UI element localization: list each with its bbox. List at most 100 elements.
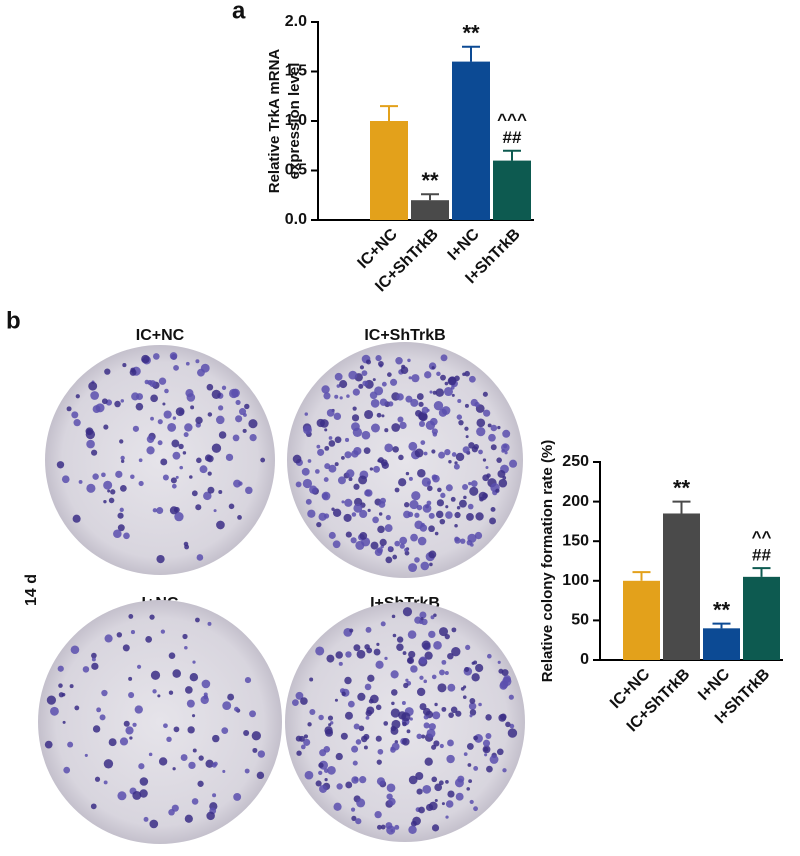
colony xyxy=(71,411,79,419)
colony xyxy=(327,715,334,721)
colony xyxy=(473,735,478,741)
colony xyxy=(428,550,437,559)
colony xyxy=(125,726,134,735)
colony xyxy=(46,695,57,705)
colony xyxy=(292,699,299,706)
bar xyxy=(663,513,700,660)
colony xyxy=(431,428,438,435)
colony xyxy=(471,661,475,665)
colony xyxy=(196,554,204,561)
colony xyxy=(445,780,449,784)
colony xyxy=(251,731,261,741)
error-bar xyxy=(462,45,480,62)
colony xyxy=(392,446,399,453)
colony xyxy=(447,739,454,747)
colony xyxy=(243,729,250,736)
colony xyxy=(242,428,247,433)
colony xyxy=(183,432,189,438)
colony xyxy=(203,491,212,501)
colony xyxy=(448,460,452,464)
colony xyxy=(180,754,188,762)
colony xyxy=(498,478,508,488)
colony xyxy=(418,420,426,427)
colony xyxy=(430,615,435,620)
colony xyxy=(416,733,422,740)
colony xyxy=(78,479,83,484)
colony xyxy=(359,365,365,370)
colony xyxy=(110,489,116,495)
colony xyxy=(304,770,314,780)
colony xyxy=(439,518,446,525)
colony xyxy=(399,536,408,545)
colony xyxy=(390,708,401,718)
colony xyxy=(91,662,99,670)
colony xyxy=(364,683,372,691)
colony xyxy=(454,523,458,528)
colony xyxy=(172,767,176,771)
colony xyxy=(335,651,343,659)
colony xyxy=(123,720,130,727)
colony xyxy=(96,707,102,713)
colony xyxy=(44,740,53,749)
annotation: ** xyxy=(462,21,480,46)
colony xyxy=(457,399,462,404)
colony xyxy=(245,486,253,495)
colony xyxy=(380,824,386,830)
colony xyxy=(303,734,309,739)
colony xyxy=(173,364,179,371)
colony xyxy=(429,390,433,394)
colony xyxy=(357,692,366,701)
colony xyxy=(421,640,431,650)
colony xyxy=(388,401,394,407)
colony xyxy=(445,800,454,808)
colony xyxy=(467,503,474,510)
colony xyxy=(158,757,168,766)
colony xyxy=(335,752,343,761)
colony xyxy=(434,702,438,707)
colony xyxy=(84,753,88,757)
colony xyxy=(479,496,484,502)
colony xyxy=(392,633,397,638)
colony xyxy=(456,414,463,420)
colony xyxy=(409,500,419,510)
colony xyxy=(99,714,106,721)
colony xyxy=(447,683,456,692)
colony xyxy=(408,775,418,785)
colony xyxy=(418,401,424,407)
colony xyxy=(384,443,394,453)
colony xyxy=(128,692,135,699)
colony xyxy=(184,814,193,823)
colony xyxy=(305,498,312,505)
colony xyxy=(321,491,331,501)
colony xyxy=(128,676,133,681)
colony xyxy=(197,368,205,377)
colony xyxy=(338,661,343,666)
colony xyxy=(439,743,444,749)
colony xyxy=(478,449,483,455)
colony xyxy=(91,657,96,662)
colony xyxy=(421,406,429,414)
colony xyxy=(379,538,387,546)
colony xyxy=(365,715,370,720)
colony xyxy=(122,644,130,652)
colony xyxy=(63,766,71,774)
colony xyxy=(316,418,325,428)
colony xyxy=(402,721,407,727)
colony xyxy=(421,734,426,739)
colony xyxy=(162,474,169,481)
colony xyxy=(328,464,337,473)
error-bar xyxy=(421,193,439,201)
colony xyxy=(468,442,475,449)
colony xyxy=(482,458,487,462)
colony xyxy=(468,779,473,784)
colony xyxy=(444,448,451,456)
colony xyxy=(148,752,153,757)
colony xyxy=(309,677,314,682)
bar xyxy=(623,580,660,660)
colony xyxy=(318,714,324,721)
colony xyxy=(364,409,374,420)
error-bar xyxy=(380,105,398,121)
colony xyxy=(418,806,425,814)
colony xyxy=(434,783,443,792)
colony xyxy=(508,694,514,700)
